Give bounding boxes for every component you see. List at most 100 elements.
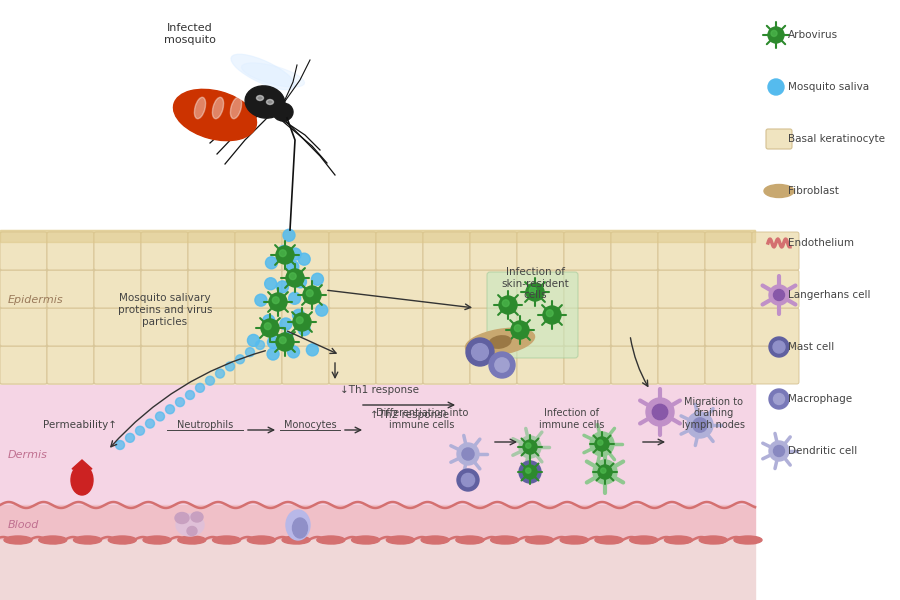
Circle shape: [270, 297, 283, 309]
FancyBboxPatch shape: [0, 308, 47, 346]
Text: Infection of
immune cells: Infection of immune cells: [539, 409, 605, 430]
Circle shape: [495, 358, 509, 372]
Ellipse shape: [699, 536, 727, 544]
Circle shape: [590, 432, 614, 456]
Circle shape: [771, 31, 777, 37]
Text: ↑Th2 response: ↑Th2 response: [370, 410, 449, 420]
Ellipse shape: [764, 185, 794, 197]
FancyBboxPatch shape: [611, 232, 658, 270]
Circle shape: [769, 337, 789, 357]
Circle shape: [296, 317, 303, 323]
Circle shape: [596, 437, 608, 451]
Circle shape: [462, 473, 474, 487]
FancyBboxPatch shape: [282, 232, 329, 270]
Ellipse shape: [39, 536, 67, 544]
Text: Migration to
draining
lymph nodes: Migration to draining lymph nodes: [682, 397, 745, 430]
Ellipse shape: [317, 536, 345, 544]
FancyBboxPatch shape: [141, 308, 188, 346]
FancyBboxPatch shape: [329, 308, 376, 346]
Circle shape: [289, 273, 296, 280]
FancyBboxPatch shape: [329, 270, 376, 308]
Ellipse shape: [176, 514, 204, 536]
Ellipse shape: [231, 54, 295, 90]
Circle shape: [306, 344, 319, 356]
FancyBboxPatch shape: [705, 270, 752, 308]
FancyBboxPatch shape: [282, 270, 329, 308]
Ellipse shape: [630, 536, 658, 544]
Ellipse shape: [595, 536, 623, 544]
Circle shape: [294, 276, 306, 288]
Circle shape: [273, 297, 279, 304]
Circle shape: [598, 440, 603, 445]
FancyBboxPatch shape: [517, 232, 564, 270]
FancyBboxPatch shape: [0, 270, 47, 308]
Circle shape: [598, 465, 612, 479]
FancyBboxPatch shape: [188, 346, 235, 384]
Bar: [0, 0, 755, 230]
Circle shape: [519, 436, 541, 458]
Text: ↓Th1 response: ↓Th1 response: [340, 385, 419, 395]
FancyBboxPatch shape: [376, 270, 423, 308]
FancyBboxPatch shape: [235, 308, 282, 346]
FancyBboxPatch shape: [188, 232, 235, 270]
Polygon shape: [72, 460, 92, 469]
Circle shape: [303, 286, 321, 304]
Bar: [0, 230, 755, 242]
Circle shape: [289, 248, 302, 260]
FancyBboxPatch shape: [752, 308, 799, 346]
Ellipse shape: [212, 536, 240, 544]
FancyBboxPatch shape: [470, 308, 517, 346]
Ellipse shape: [174, 89, 256, 140]
Ellipse shape: [465, 328, 535, 356]
Circle shape: [263, 315, 274, 327]
Circle shape: [546, 310, 554, 317]
Ellipse shape: [245, 86, 285, 118]
FancyBboxPatch shape: [235, 346, 282, 384]
FancyBboxPatch shape: [376, 308, 423, 346]
Circle shape: [457, 469, 479, 491]
Circle shape: [215, 369, 224, 378]
Text: Mast cell: Mast cell: [788, 342, 834, 352]
FancyBboxPatch shape: [705, 232, 752, 270]
FancyBboxPatch shape: [47, 232, 94, 270]
Circle shape: [773, 445, 785, 457]
FancyBboxPatch shape: [376, 346, 423, 384]
Circle shape: [185, 391, 194, 400]
Text: Differentiation into
immune cells: Differentiation into immune cells: [376, 409, 468, 430]
Circle shape: [526, 443, 531, 448]
FancyBboxPatch shape: [141, 346, 188, 384]
Ellipse shape: [421, 536, 449, 544]
Circle shape: [166, 405, 175, 414]
Circle shape: [298, 253, 310, 265]
FancyBboxPatch shape: [94, 308, 141, 346]
Ellipse shape: [292, 518, 308, 538]
Circle shape: [265, 278, 276, 290]
Circle shape: [769, 389, 789, 409]
FancyBboxPatch shape: [188, 308, 235, 346]
Circle shape: [543, 306, 561, 324]
Text: Monocytes: Monocytes: [284, 420, 337, 430]
Circle shape: [511, 321, 529, 339]
Circle shape: [489, 352, 515, 378]
Circle shape: [248, 334, 259, 346]
FancyBboxPatch shape: [376, 232, 423, 270]
Circle shape: [524, 441, 536, 453]
Text: Mosquito saliva: Mosquito saliva: [788, 82, 869, 92]
FancyBboxPatch shape: [564, 270, 611, 308]
Circle shape: [267, 337, 280, 349]
Ellipse shape: [560, 536, 589, 544]
Bar: [0, 230, 755, 385]
Circle shape: [246, 347, 255, 356]
Circle shape: [266, 257, 277, 269]
FancyBboxPatch shape: [766, 129, 792, 149]
Bar: [0, 540, 755, 600]
Circle shape: [226, 362, 235, 371]
FancyBboxPatch shape: [94, 346, 141, 384]
Circle shape: [287, 261, 299, 273]
FancyBboxPatch shape: [611, 346, 658, 384]
Circle shape: [136, 426, 145, 435]
Circle shape: [466, 338, 494, 366]
Circle shape: [115, 440, 124, 449]
Circle shape: [146, 419, 155, 428]
Ellipse shape: [194, 97, 205, 119]
